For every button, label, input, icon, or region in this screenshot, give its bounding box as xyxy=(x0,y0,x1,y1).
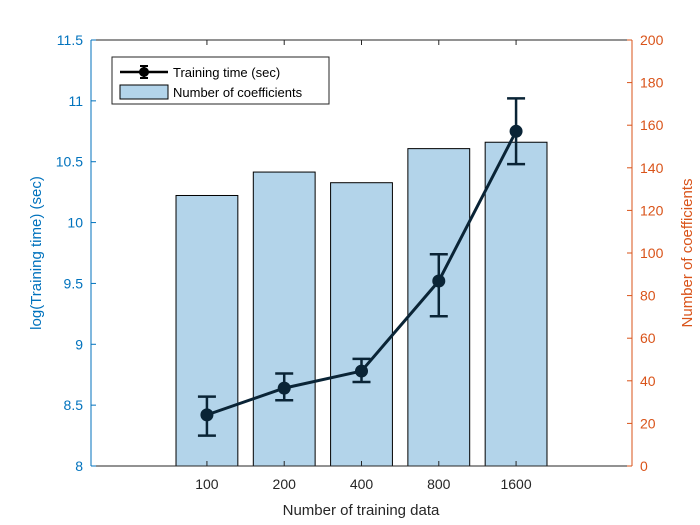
right-tick-label: 40 xyxy=(640,373,656,389)
x-tick-label: 1600 xyxy=(500,476,531,492)
left-tick-label: 10.5 xyxy=(56,154,83,170)
legend-label-line: Training time (sec) xyxy=(173,65,280,80)
legend-bar-swatch xyxy=(119,84,169,100)
bar-200 xyxy=(252,171,316,467)
bar-1600 xyxy=(484,141,548,467)
right-tick-label: 120 xyxy=(640,202,664,218)
ticks-layer: 8 8.5 9 9.5 10 10.5 11 11.5 0 20 40 60 80 100 120 140 16… xyxy=(56,32,664,492)
bar-400 xyxy=(330,182,393,467)
x-tick-label: 200 xyxy=(273,476,297,492)
left-tick-label: 11 xyxy=(68,93,83,109)
legend-marker-swatch xyxy=(139,67,149,77)
right-tick-label: 20 xyxy=(640,415,656,431)
point-100 xyxy=(200,408,214,422)
line-layer xyxy=(197,97,526,437)
right-tick-label: 0 xyxy=(640,458,648,474)
x-tick-label: 800 xyxy=(427,476,451,492)
legend: Training time (sec) Number of coefficien… xyxy=(111,56,330,105)
left-tick-label: 8 xyxy=(75,458,83,474)
right-tick-label: 60 xyxy=(640,330,656,346)
left-tick-label: 10 xyxy=(67,215,83,231)
left-tick-label: 11.5 xyxy=(57,32,83,48)
left-y-axis-label: log(Training time) (sec) xyxy=(28,176,45,330)
legend-label-bar: Number of coefficients xyxy=(173,85,303,100)
point-400 xyxy=(355,364,368,378)
right-tick-label: 200 xyxy=(640,32,664,48)
right-tick-label: 160 xyxy=(640,117,664,133)
point-200 xyxy=(277,381,291,395)
left-tick-label: 9 xyxy=(75,336,83,352)
left-tick-label: 8.5 xyxy=(64,397,84,413)
right-tick-label: 100 xyxy=(640,245,664,261)
point-800 xyxy=(432,274,446,288)
point-1600 xyxy=(509,124,523,138)
x-tick-label: 100 xyxy=(195,476,219,492)
right-y-axis-label: Number of coefficients xyxy=(679,179,696,328)
left-tick-label: 9.5 xyxy=(64,275,84,291)
x-tick-label: 400 xyxy=(350,476,374,492)
right-tick-label: 140 xyxy=(640,160,664,176)
right-tick-label: 180 xyxy=(640,75,664,91)
x-axis-label: Number of training data xyxy=(283,502,440,519)
right-tick-label: 80 xyxy=(640,288,656,304)
